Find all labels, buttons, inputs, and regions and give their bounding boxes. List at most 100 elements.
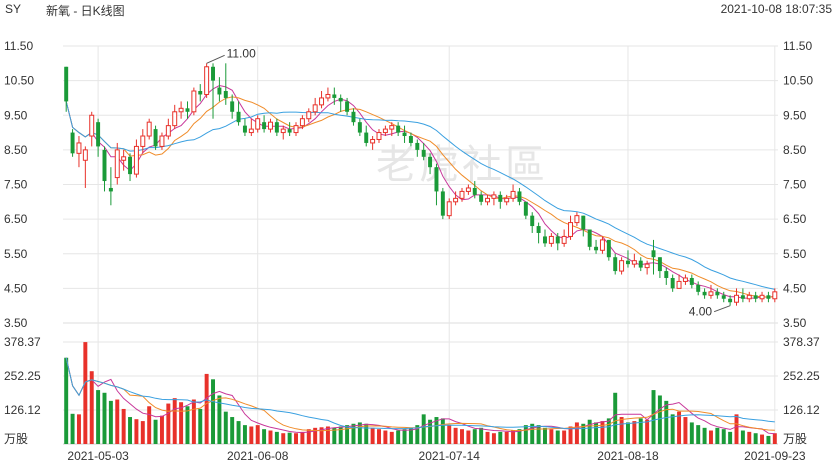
candle-down [434, 167, 439, 192]
candle-up [172, 111, 178, 127]
volume-bar [651, 390, 656, 444]
extreme-annotations: 11.00 4.00 [206, 46, 731, 319]
volume-bar [511, 430, 516, 444]
volume-bar [428, 419, 433, 444]
candle-up [485, 197, 491, 203]
volume-bar [587, 419, 592, 444]
candle-up [446, 201, 452, 217]
volume-bar [645, 419, 650, 444]
price-tick-left: 7.50 [4, 178, 28, 192]
volume-bar [517, 429, 522, 444]
candle-up [631, 260, 637, 265]
volume-bar [772, 433, 777, 444]
candle-down [408, 136, 413, 143]
volume-bar [294, 433, 298, 444]
volume-bar [159, 415, 164, 444]
volume-bar [600, 421, 605, 444]
volume-bar [555, 430, 560, 444]
volume-bar [108, 400, 113, 444]
candle-down [223, 91, 228, 98]
volume-bar [421, 414, 426, 444]
candle-up [389, 125, 395, 130]
volume-tick-right: 378.37 [783, 335, 820, 349]
candle-down [96, 122, 101, 147]
candle-down [274, 122, 279, 133]
candle-down [670, 277, 675, 289]
volume-bar [760, 434, 765, 444]
price-tick-right: 9.50 [783, 108, 807, 122]
price-candles [64, 63, 778, 306]
candle-down [211, 66, 216, 81]
volume-ma20-line [65, 357, 775, 430]
volume-bar [728, 431, 733, 444]
volume-bar [536, 425, 541, 444]
date-label: 2021-05-03 [67, 449, 129, 463]
candle-up [574, 215, 580, 224]
volume-bar [313, 427, 318, 444]
volume-bar [268, 430, 273, 444]
candle-up [459, 190, 465, 199]
volume-bar [677, 411, 682, 444]
date-label: 2021-08-18 [597, 449, 659, 463]
candle-up [568, 222, 574, 237]
candle-up [280, 128, 286, 134]
volume-bar [325, 426, 330, 444]
candle-up [82, 149, 88, 161]
volume-bar [370, 427, 375, 444]
volume-bar [702, 427, 707, 444]
volume-bar [485, 431, 490, 444]
candle-down [472, 187, 477, 195]
volume-bar [389, 431, 394, 444]
volume-bar [338, 426, 343, 444]
volume-bar [357, 422, 362, 444]
candle-up [370, 138, 376, 144]
volume-bar [619, 417, 624, 444]
candle-up [376, 132, 382, 140]
candle-down [728, 298, 733, 303]
volume-bar [128, 417, 133, 444]
candle-down [587, 229, 592, 247]
candle-up [759, 294, 765, 300]
candle-down [766, 295, 771, 299]
volume-bar [345, 425, 350, 444]
candle-up [708, 291, 714, 296]
price-tick-right: 11.50 [783, 39, 812, 53]
candle-down [198, 91, 203, 95]
grid-lines [63, 45, 778, 445]
volume-bar [185, 406, 190, 444]
volume-bar [606, 418, 611, 444]
volume-bar [274, 431, 279, 444]
candle-up [248, 128, 254, 134]
candle-down [625, 260, 630, 265]
volume-bar [89, 371, 94, 444]
date-label: 2021-09-23 [744, 449, 806, 463]
volume-bar [402, 429, 407, 444]
candle-up [114, 149, 120, 179]
stock-symbol: SY [5, 2, 22, 16]
candle-down [287, 129, 292, 133]
chart-header: SY 新氧 - 日K线图 2021-10-08 18:07:35 [0, 0, 840, 18]
volume-bars [64, 342, 777, 444]
candle-down [581, 215, 586, 230]
volume-bar [76, 414, 81, 444]
candle-up [159, 135, 165, 147]
volume-bar [230, 417, 235, 444]
volume-tick-left: 126.12 [4, 403, 41, 417]
candle-down [657, 257, 662, 272]
candle-down [638, 260, 643, 268]
candle-down [64, 66, 69, 102]
price-tick-right: 7.50 [783, 178, 807, 192]
volume-bar [740, 430, 745, 444]
volume-bar [434, 417, 439, 444]
candle-up [165, 125, 171, 137]
ma20-line [65, 101, 775, 290]
candle-down [479, 194, 484, 202]
volume-bar [140, 421, 145, 444]
volume-bar [574, 422, 579, 444]
low-pointer [713, 305, 731, 313]
candle-up [644, 263, 650, 269]
volume-bar [498, 431, 503, 444]
high-label: 11.00 [227, 46, 256, 60]
price-tick-left: 4.50 [4, 281, 28, 295]
